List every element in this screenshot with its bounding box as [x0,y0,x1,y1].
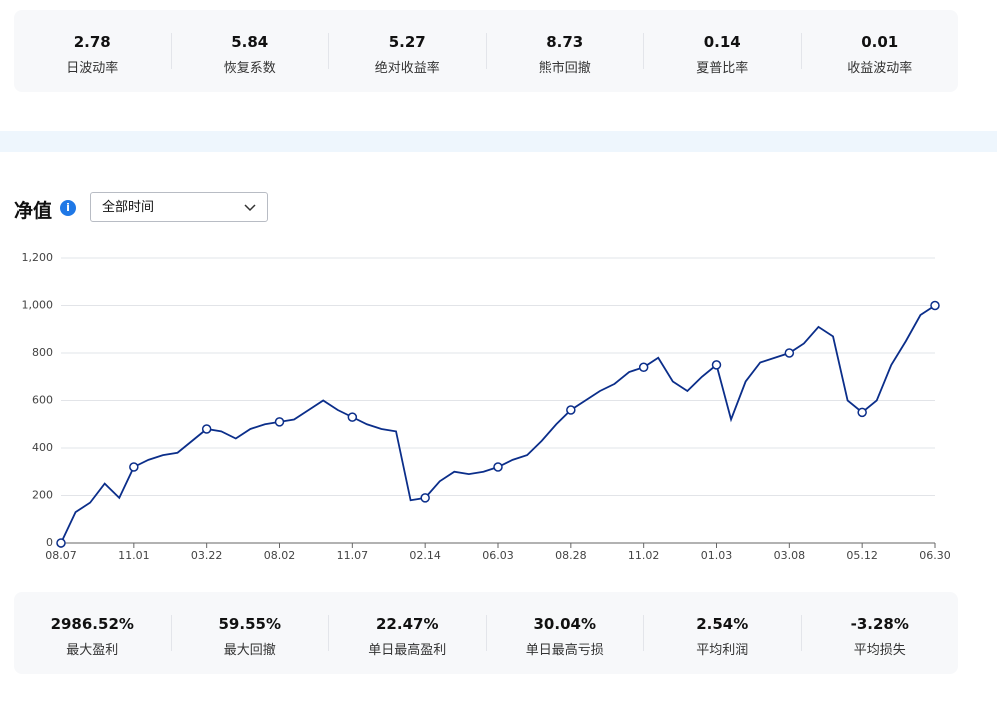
stat-label: 恢复系数 [223,61,276,76]
point-marker [930,300,940,311]
x-tick-label: 08.02 [264,549,296,562]
y-tick-label: 200 [32,489,53,502]
stat-value: 0.14 [703,33,741,51]
stat-label: 熊市回撤 [538,61,591,76]
point-marker [493,462,503,472]
point-marker [347,412,358,422]
range-dropdown[interactable]: 全部时间 [90,192,268,222]
point-marker [566,405,576,415]
x-tick-label: 03.08 [774,549,806,562]
stats-bottom: 2986.52% 最大盈利 59.55% 最大回撤 22.47% 单日最高盈利 30.04%… [14,592,958,674]
stat-value: 8.73 [546,33,584,51]
y-tick-label: 400 [32,441,53,454]
x-tick-label: 06.03 [482,549,514,562]
y-tick-label: 0 [46,536,53,549]
stat-label: 单日最高亏损 [525,643,604,658]
point-marker [784,348,795,358]
chart: 0 200 400 600 800 1,000 1,200 08.07 11.01 03.22 08… [22,251,951,562]
x-tick-label: 08.28 [555,549,587,562]
stat-value: 22.47% [376,615,439,633]
stat: 2.54% 平均利润 [643,615,801,658]
stat-label: 平均利润 [696,643,749,658]
stat: 5.27 绝对收益率 [328,33,486,76]
info-icon[interactable]: i [60,200,76,216]
point-marker [201,424,212,434]
x-tick-label: 03.22 [191,549,223,562]
section-title: 净值 [14,200,53,222]
x-tick-label: 11.01 [118,549,150,562]
stat-label: 平均损失 [853,643,906,658]
stat-label: 收益波动率 [847,61,913,76]
y-tick-label: 1,200 [22,251,54,264]
stat-value: -3.28% [850,615,909,633]
x-tick-label: 05.12 [846,549,878,562]
x-tick-label: 11.02 [628,549,660,562]
point-marker [420,493,430,503]
x-tick-label: 11.07 [337,549,369,562]
y-tick-label: 600 [32,394,53,407]
stat: 22.47% 单日最高盈利 [328,615,486,658]
stat-label: 单日最高盈利 [368,643,447,658]
stat: 59.55% 最大回撤 [170,615,329,658]
point-marker [56,538,66,548]
stat: 5.84 恢复系数 [170,33,329,76]
stat: 2.78 日波动率 [14,33,171,76]
chevron [244,204,256,212]
stat-value: 59.55% [218,615,281,633]
stats-top: 2.78 日波动率 5.84 恢复系数 5.27 绝对收益率 8.73 熊市回撤 0.14 夏普比… [14,10,958,92]
point-marker [711,360,722,370]
x-tick-label: 08.07 [45,549,77,562]
stat-value: 5.27 [388,33,426,51]
divider [0,131,997,152]
point-marker [857,407,867,418]
stat: 2986.52% 最大盈利 [14,615,171,658]
stat: 30.04% 单日最高亏损 [485,615,644,658]
stat-value: 30.04% [533,615,596,633]
stat: 8.73 熊市回撤 [485,33,644,76]
x-tick-label: 06.30 [919,549,951,562]
stat-label: 绝对收益率 [374,61,440,76]
stat-label: 日波动率 [66,61,119,76]
y-tick-label: 800 [32,346,53,359]
stat: 0.01 收益波动率 [800,33,959,76]
point-marker [274,417,285,427]
stat-value: 5.84 [231,33,269,51]
stat-value: 2.78 [73,33,111,51]
x-tick-label: 02.14 [409,549,441,562]
stat: -3.28% 平均损失 [800,615,959,658]
stat-label: 最大回撤 [223,643,276,658]
y-tick-label: 1,000 [22,299,54,312]
x-tick-label: 01.03 [701,549,733,562]
point-marker [129,462,139,472]
stat: 0.14 夏普比率 [643,33,801,76]
line [60,304,936,544]
stat-value: 0.01 [861,33,899,51]
stat-value: 2.54% [696,615,749,633]
stat-label: 夏普比率 [696,61,749,76]
point-marker [638,362,649,372]
stat-value: 2986.52% [50,615,134,633]
dropdown-text: 全部时间 [102,200,155,215]
stat-label: 最大盈利 [66,643,119,658]
